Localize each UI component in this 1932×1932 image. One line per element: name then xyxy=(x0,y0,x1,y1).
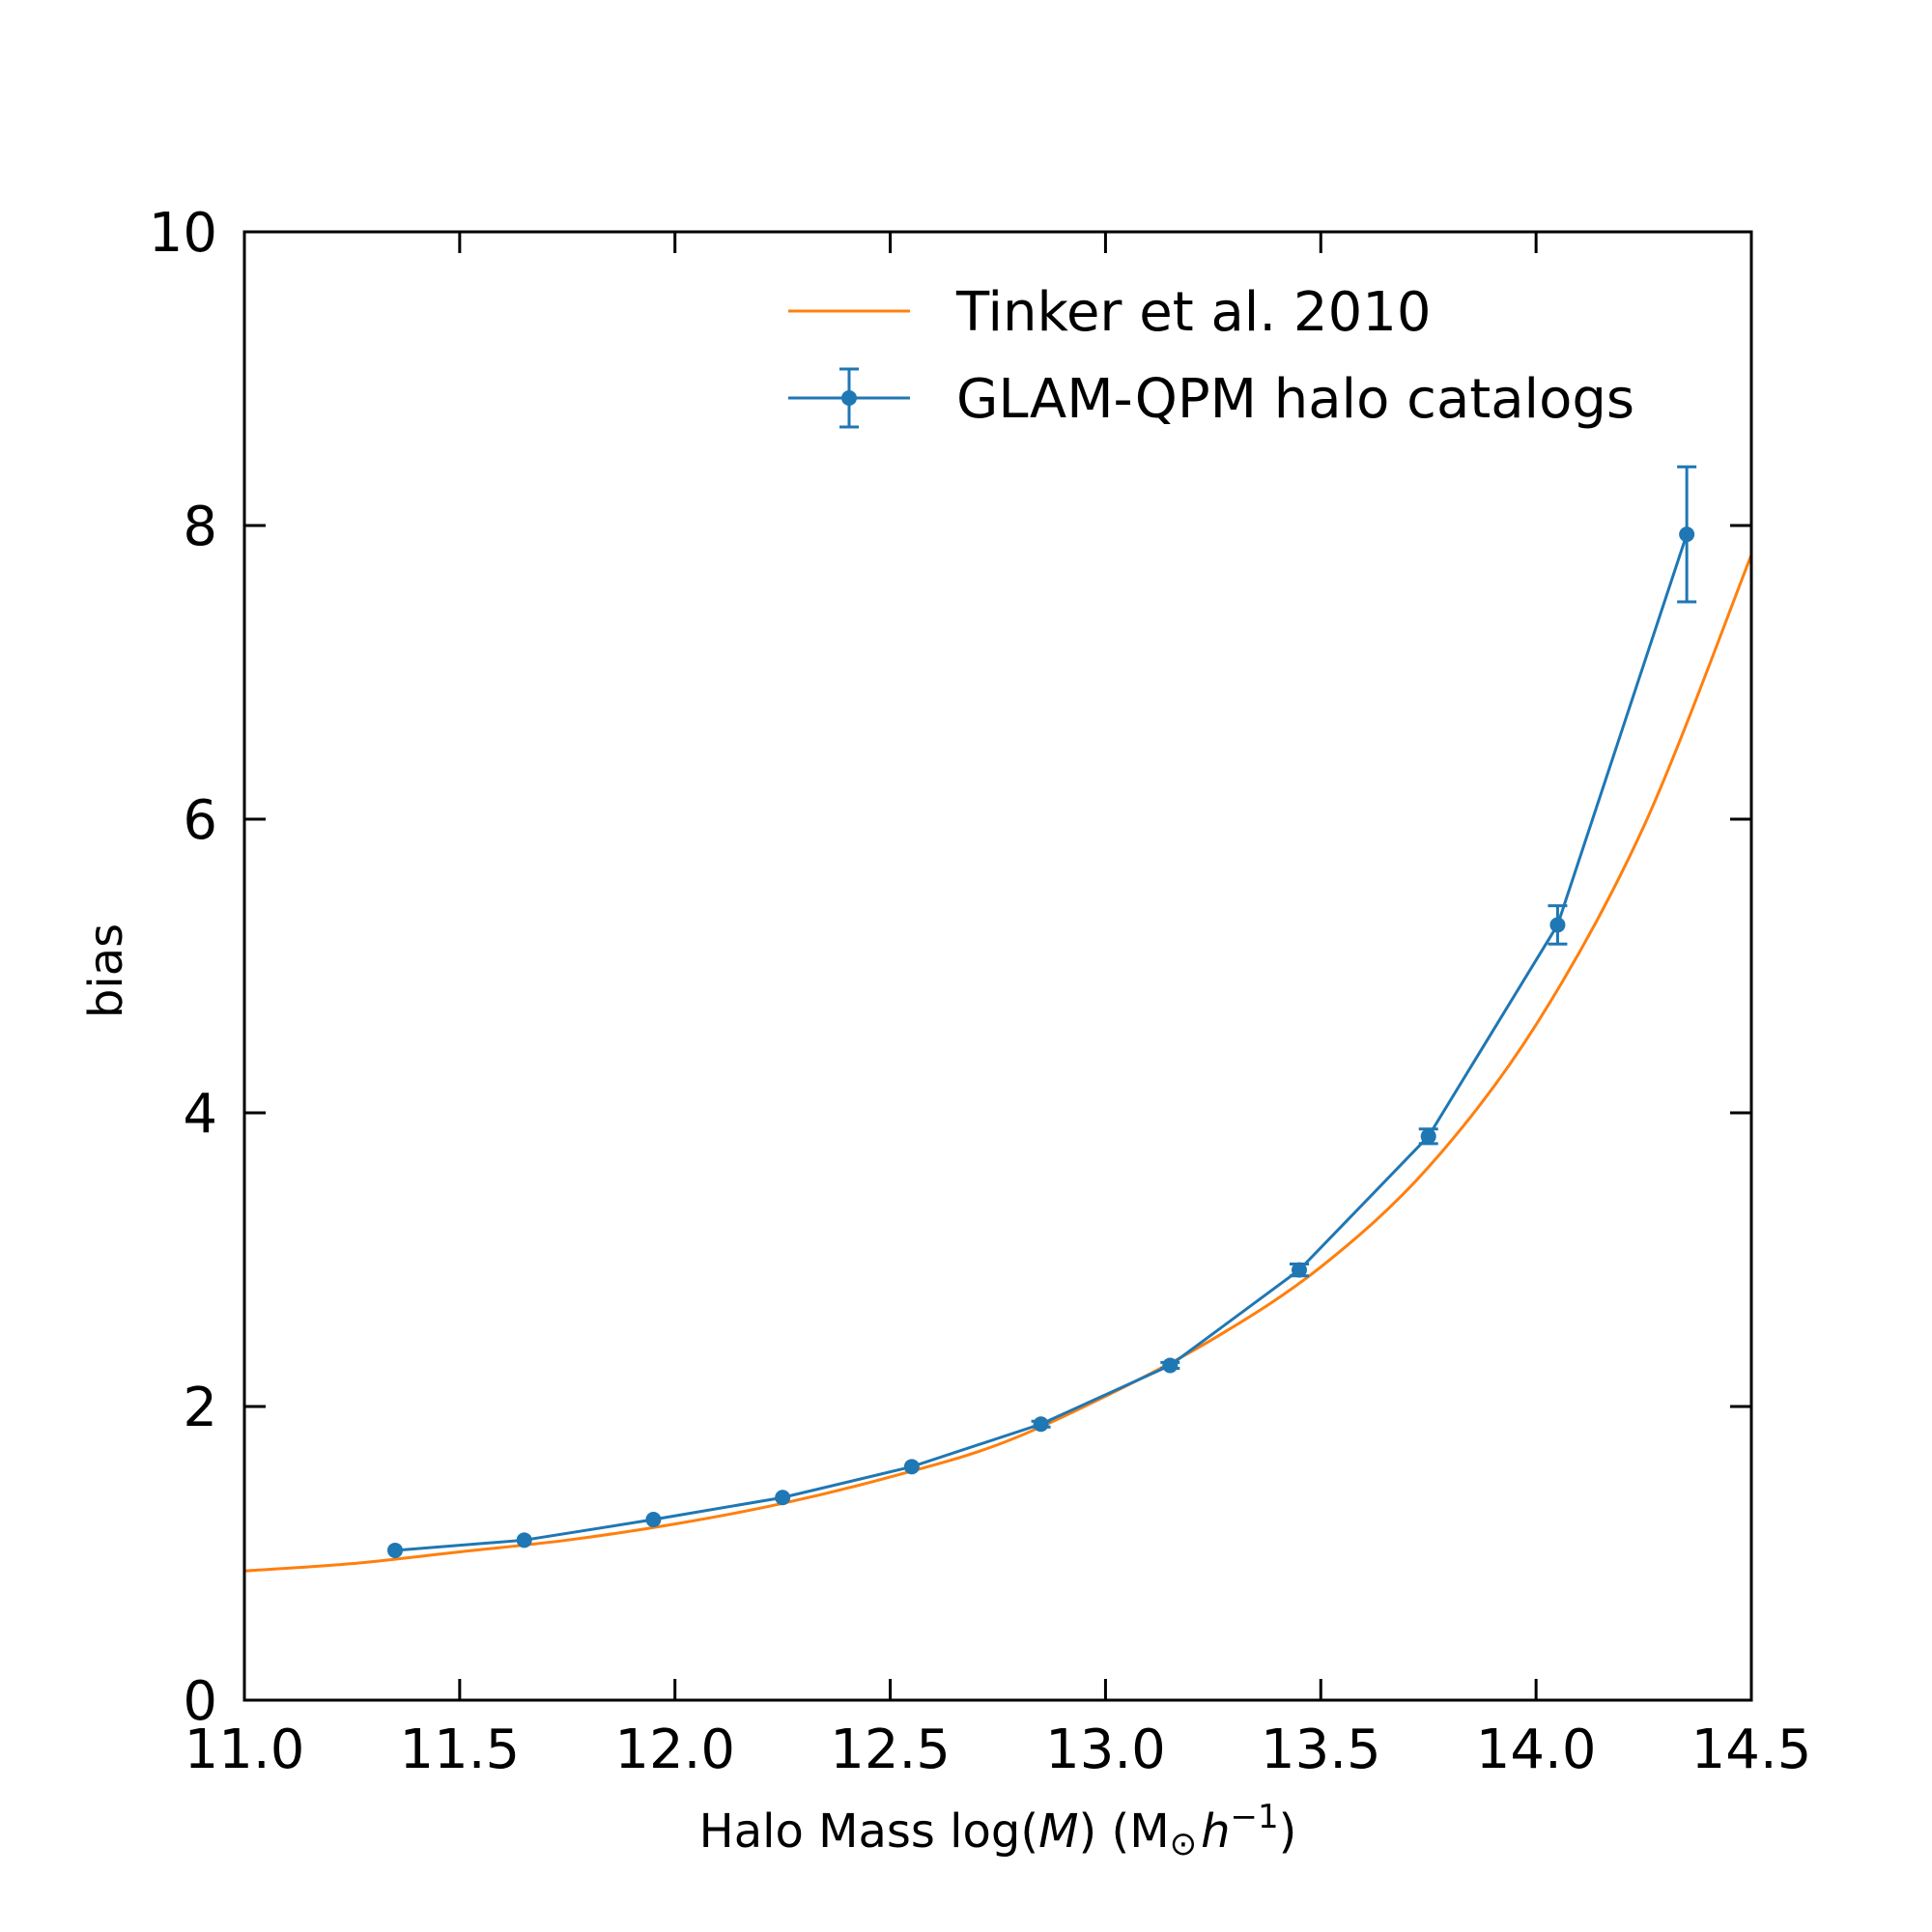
y-tick-label: 8 xyxy=(183,496,217,558)
y-tick-label: 2 xyxy=(183,1377,217,1439)
x-tick-label: 14.0 xyxy=(1476,1719,1597,1781)
glam-qpm-point xyxy=(645,1512,662,1528)
glam-qpm-point xyxy=(387,1542,403,1558)
x-axis-label-h: h xyxy=(1201,1804,1230,1859)
legend-glam-swatch-marker xyxy=(841,390,857,406)
x-axis-label-mid: ) (M xyxy=(1078,1804,1169,1859)
x-axis-label-suffix: ) xyxy=(1279,1804,1297,1859)
glam-qpm-point xyxy=(1162,1357,1179,1374)
glam-qpm-point xyxy=(775,1490,791,1506)
x-tick-label: 12.5 xyxy=(830,1719,951,1781)
glam-qpm-point xyxy=(1420,1128,1436,1145)
glam-qpm-point xyxy=(1679,526,1695,543)
x-axis-label-prefix: Halo Mass log( xyxy=(699,1804,1038,1859)
glam-qpm-point xyxy=(1549,917,1566,933)
y-tick-label: 0 xyxy=(183,1670,217,1733)
legend-glam-label: GLAM-QPM halo catalogs xyxy=(956,368,1634,431)
glam-qpm-point xyxy=(516,1532,532,1548)
legend-tinker-label: Tinker et al. 2010 xyxy=(955,281,1431,344)
y-axis-label: bias xyxy=(79,923,133,1018)
glam-qpm-point xyxy=(1292,1262,1307,1278)
plot-frame xyxy=(242,230,1753,1702)
x-tick-label: 12.0 xyxy=(614,1719,735,1781)
x-axis-label-exp: −1 xyxy=(1231,1798,1279,1836)
legend: Tinker et al. 2010 GLAM-QPM halo catalog… xyxy=(788,281,1634,431)
glam-qpm-point xyxy=(903,1459,920,1475)
x-tick-label: 13.5 xyxy=(1261,1719,1381,1781)
ticks: 11.0 11.5 12.0 12.5 13.0 13.5 14.0 14.5 0 2 4 6 8 10 xyxy=(149,202,1812,1781)
x-axis-label-var: M xyxy=(1038,1804,1078,1859)
x-tick-label: 11.5 xyxy=(400,1719,521,1781)
plot-series xyxy=(243,465,1753,1573)
x-tick-label: 13.0 xyxy=(1045,1719,1166,1781)
y-tick-label: 6 xyxy=(183,789,217,852)
y-tick-label: 4 xyxy=(183,1083,217,1146)
y-tick-label: 10 xyxy=(149,202,217,265)
x-tick-label: 14.5 xyxy=(1691,1719,1812,1781)
x-tick-label: 11.0 xyxy=(185,1719,305,1781)
x-axis-label-sun: ⊙ xyxy=(1170,1825,1198,1863)
x-axis-label: Halo Mass log(M) (M⊙h−1) xyxy=(699,1798,1297,1863)
glam-qpm-point xyxy=(1033,1416,1049,1433)
